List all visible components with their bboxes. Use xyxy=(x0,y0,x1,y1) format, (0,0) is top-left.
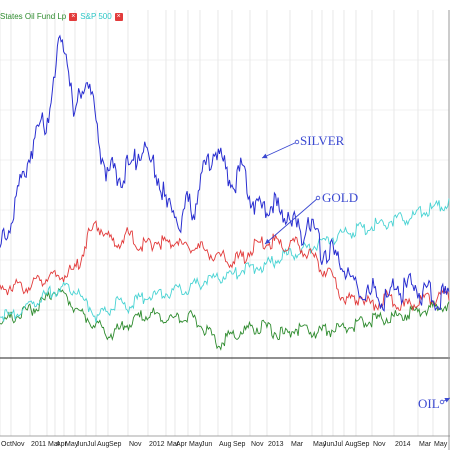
grid-lines xyxy=(0,10,449,436)
tick-label-3: Mar xyxy=(48,441,61,448)
series-line-oil xyxy=(0,288,450,351)
tick-label-6: Jun xyxy=(76,441,87,448)
tick-label-20: Mar xyxy=(291,441,304,448)
tick-label-2: 2011 xyxy=(31,441,46,448)
series-line-gold xyxy=(0,220,450,312)
tick-label-5: May xyxy=(65,441,79,448)
tick-label-27: 2014 xyxy=(395,441,411,448)
tick-label-7: Jul xyxy=(87,441,96,448)
tick-label-23: Jul xyxy=(334,441,343,448)
tick-label-13: Apr xyxy=(176,441,188,448)
annotation-label-gold: GOLD xyxy=(322,190,358,205)
annotation-anchor-gold xyxy=(315,195,321,201)
tick-label-25: Sep xyxy=(357,441,370,448)
annotation-arrowhead-silver xyxy=(262,153,268,159)
tick-label-14: May xyxy=(189,441,203,448)
annotation-anchor-silver xyxy=(294,139,300,145)
annotation-anchor-oil xyxy=(439,399,445,405)
tick-label-12: Mar xyxy=(167,441,180,448)
tick-label-28: Mar xyxy=(419,441,432,448)
legend-close-oil-fund-icon[interactable]: × xyxy=(69,12,78,21)
tick-label-26: Nov xyxy=(373,441,386,448)
annotation-label-silver: SILVER xyxy=(300,133,345,148)
tick-label-9: Sep xyxy=(109,441,122,448)
tick-label-10: Nov xyxy=(129,441,142,448)
tick-label-21: May xyxy=(313,441,327,448)
annotation-arrowhead-gold xyxy=(265,238,271,244)
annotation-label-oil: OIL xyxy=(418,396,440,411)
legend: States Oil Fund Lp × S&P 500 × xyxy=(0,12,123,21)
tick-label-17: Sep xyxy=(233,441,246,448)
series-line-sp500 xyxy=(0,198,450,323)
tick-label-29: May xyxy=(434,441,448,448)
tick-label-24: Aug xyxy=(345,441,358,448)
legend-close-sp500-icon[interactable]: × xyxy=(114,12,123,21)
tick-label-11: 2012 xyxy=(149,441,165,448)
tick-label-19: 2013 xyxy=(268,441,284,448)
legend-item-sp500: S&P 500 xyxy=(80,12,112,21)
tick-label-4: Apr xyxy=(56,441,68,448)
tick-label-8: Aug xyxy=(97,441,110,448)
tick-label-0: Oct xyxy=(1,441,12,448)
tick-label-16: Aug xyxy=(219,441,232,448)
tick-label-18: Nov xyxy=(251,441,264,448)
series-layer xyxy=(0,34,450,351)
legend-item-oil-fund: States Oil Fund Lp xyxy=(0,12,67,21)
annotation-arrow-gold xyxy=(264,197,319,245)
annotation-arrowhead-oil xyxy=(444,398,450,403)
annotation-arrow-silver xyxy=(261,141,298,159)
tick-label-22: Jun xyxy=(323,441,334,448)
series-line-silver xyxy=(0,34,450,312)
annotations: SILVER GOLD OIL xyxy=(261,133,450,411)
tick-label-1: Nov xyxy=(12,441,25,448)
tick-label-15: Jun xyxy=(201,441,212,448)
